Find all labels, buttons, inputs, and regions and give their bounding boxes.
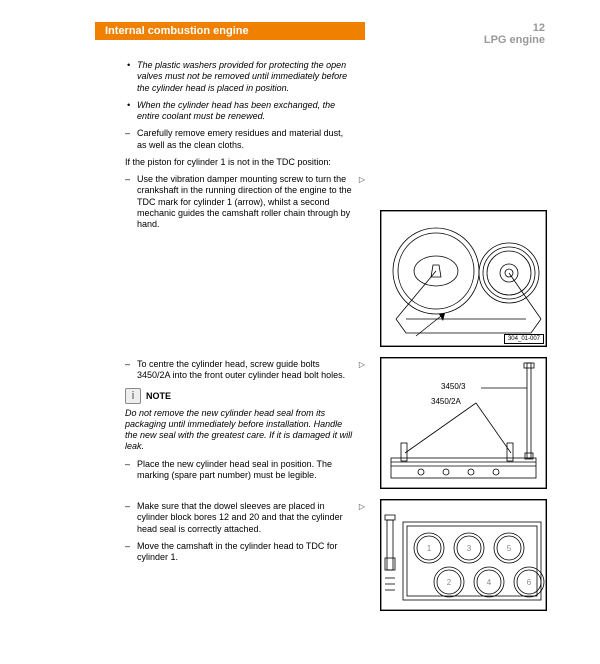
cyl-num: 5 (507, 544, 512, 553)
figure-1-id: 304_01-007 (504, 334, 544, 344)
cyl-num: 1 (427, 544, 432, 553)
crankshaft-diagram (381, 211, 546, 346)
dash-item: Use the vibration damper mounting screw … (125, 174, 355, 230)
dash-item: Make sure that the dowel sleeves are pla… (125, 501, 355, 535)
triangle-icon: ▷ (359, 360, 365, 370)
dash-text: Make sure that the dowel sleeves are pla… (137, 501, 343, 534)
triangle-icon: ▷ (359, 502, 365, 512)
note-row: i NOTE (125, 388, 355, 404)
dash-item: Place the new cylinder head seal in posi… (125, 459, 355, 482)
dash-item: Carefully remove emery residues and mate… (125, 128, 355, 151)
cyl-num: 3 (467, 544, 472, 553)
text-block-2: To centre the cylinder head, screw guide… (125, 359, 355, 487)
figure-1-wrap: 304_01-007 (380, 210, 545, 357)
figure-2: 3450/3 3450/2A (380, 357, 547, 489)
dash-item: To centre the cylinder head, screw guide… (125, 359, 355, 382)
text-block-1: The plastic washers provided for protect… (125, 60, 355, 236)
figure-3: 1 3 5 2 4 6 (380, 499, 547, 611)
page-subtitle: LPG engine (484, 34, 545, 46)
cyl-num: 2 (447, 578, 452, 587)
bullet-item: When the cylinder head has been exchange… (125, 100, 355, 123)
figure-1: 304_01-007 (380, 210, 547, 347)
figure-3-wrap: 1 3 5 2 4 6 (380, 499, 545, 621)
fig2-label-top: 3450/3 (441, 382, 465, 391)
dash-item: Move the camshaft in the cylinder head t… (125, 541, 355, 564)
info-icon: i (125, 388, 141, 404)
header-right: 12 LPG engine (484, 22, 545, 46)
page: Internal combustion engine 12 LPG engine… (0, 0, 600, 664)
guide-bolt-diagram (381, 358, 546, 488)
note-label: NOTE (146, 391, 171, 401)
triangle-icon: ▷ (359, 175, 365, 185)
dash-text: Use the vibration damper mounting screw … (137, 174, 352, 229)
header: Internal combustion engine 12 LPG engine (95, 22, 545, 40)
fig2-label-mid: 3450/2A (431, 397, 461, 406)
cylinder-head-diagram: 1 3 5 2 4 6 (381, 500, 546, 610)
figure-2-wrap: 3450/3 3450/2A (380, 357, 545, 499)
page-number: 12 (484, 22, 545, 34)
note-text: Do not remove the new cylinder head seal… (125, 408, 355, 453)
content: The plastic washers provided for protect… (125, 60, 545, 621)
bullet-item: The plastic washers provided for protect… (125, 60, 355, 94)
paragraph: If the piston for cylinder 1 is not in t… (125, 157, 355, 168)
text-block-3: Make sure that the dowel sleeves are pla… (125, 501, 355, 569)
cyl-num: 6 (527, 578, 532, 587)
section-title: Internal combustion engine (95, 22, 365, 40)
cyl-num: 4 (487, 578, 492, 587)
dash-text: To centre the cylinder head, screw guide… (137, 359, 345, 380)
